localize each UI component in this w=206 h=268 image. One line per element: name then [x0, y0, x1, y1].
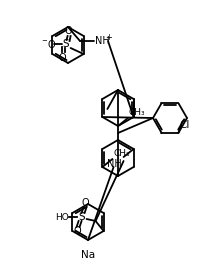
Text: CH₃: CH₃ [113, 149, 129, 158]
Text: O: O [73, 226, 81, 236]
Text: NH: NH [106, 159, 121, 169]
Text: +: + [104, 34, 111, 43]
Text: NH: NH [95, 36, 109, 46]
Text: HO: HO [54, 213, 68, 221]
Text: O: O [64, 26, 72, 36]
Text: Na: Na [81, 250, 95, 260]
Text: S: S [78, 212, 84, 222]
Text: S: S [62, 39, 69, 49]
Text: CH₃: CH₃ [128, 108, 145, 117]
Text: $^{-}$O: $^{-}$O [41, 38, 56, 50]
Text: O: O [81, 198, 89, 208]
Text: O: O [59, 53, 66, 63]
Text: Cl: Cl [179, 120, 189, 130]
